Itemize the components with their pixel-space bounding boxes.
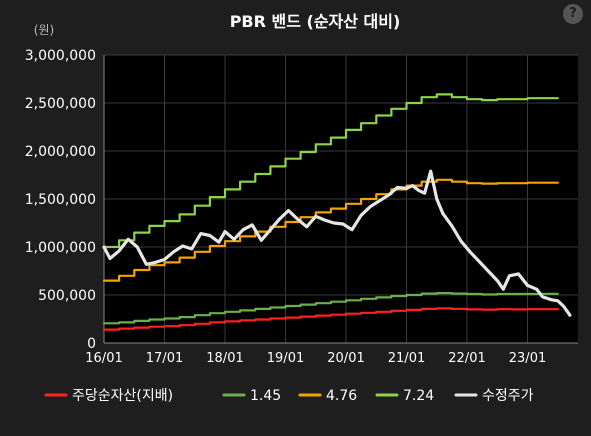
legend-label: 수정주가 [482,388,534,404]
x-tick-label: 19/01 [267,351,304,366]
legend: 주당순자산(지배) 1.45 4.76 7.24 수정주가 [44,388,534,404]
x-tick-label: 20/01 [327,351,364,366]
x-tick-label: 17/01 [146,351,183,366]
x-tick-label: 23/01 [509,351,546,366]
y-tick-label: 1,500,000 [25,192,96,208]
series-line-4 [102,169,572,317]
series-line-2 [102,178,559,282]
x-tick-label: 22/01 [448,351,485,366]
series-line-0 [102,307,559,331]
y-tick-label: 2,000,000 [25,144,96,160]
chart-title: PBR 밴드 (순자산 대비) [230,12,401,31]
y-axis-unit-label: (원) [34,23,54,37]
x-tick-label: 18/01 [206,351,243,366]
legend-label: 주당순자산(지배) [72,388,173,404]
series-line-3 [102,93,559,249]
help-icon[interactable]: ? [563,4,583,24]
legend-label: 1.45 [250,388,281,404]
y-tick-label: 1,000,000 [25,240,96,256]
axes: 0 500,000 1,000,000 1,500,000 2,000,000 2,500… [25,48,578,366]
y-tick-label: 500,000 [38,288,96,304]
y-tick-label: 3,000,000 [25,48,96,64]
y-tick-label: 0 [87,336,96,352]
x-tick-label: 16/01 [85,351,122,366]
legend-label: 7.24 [403,388,434,404]
series-lines [102,93,572,331]
y-tick-label: 2,500,000 [25,96,96,112]
series-line-1 [102,292,559,325]
x-tick-label: 21/01 [388,351,425,366]
legend-label: 4.76 [326,388,357,404]
